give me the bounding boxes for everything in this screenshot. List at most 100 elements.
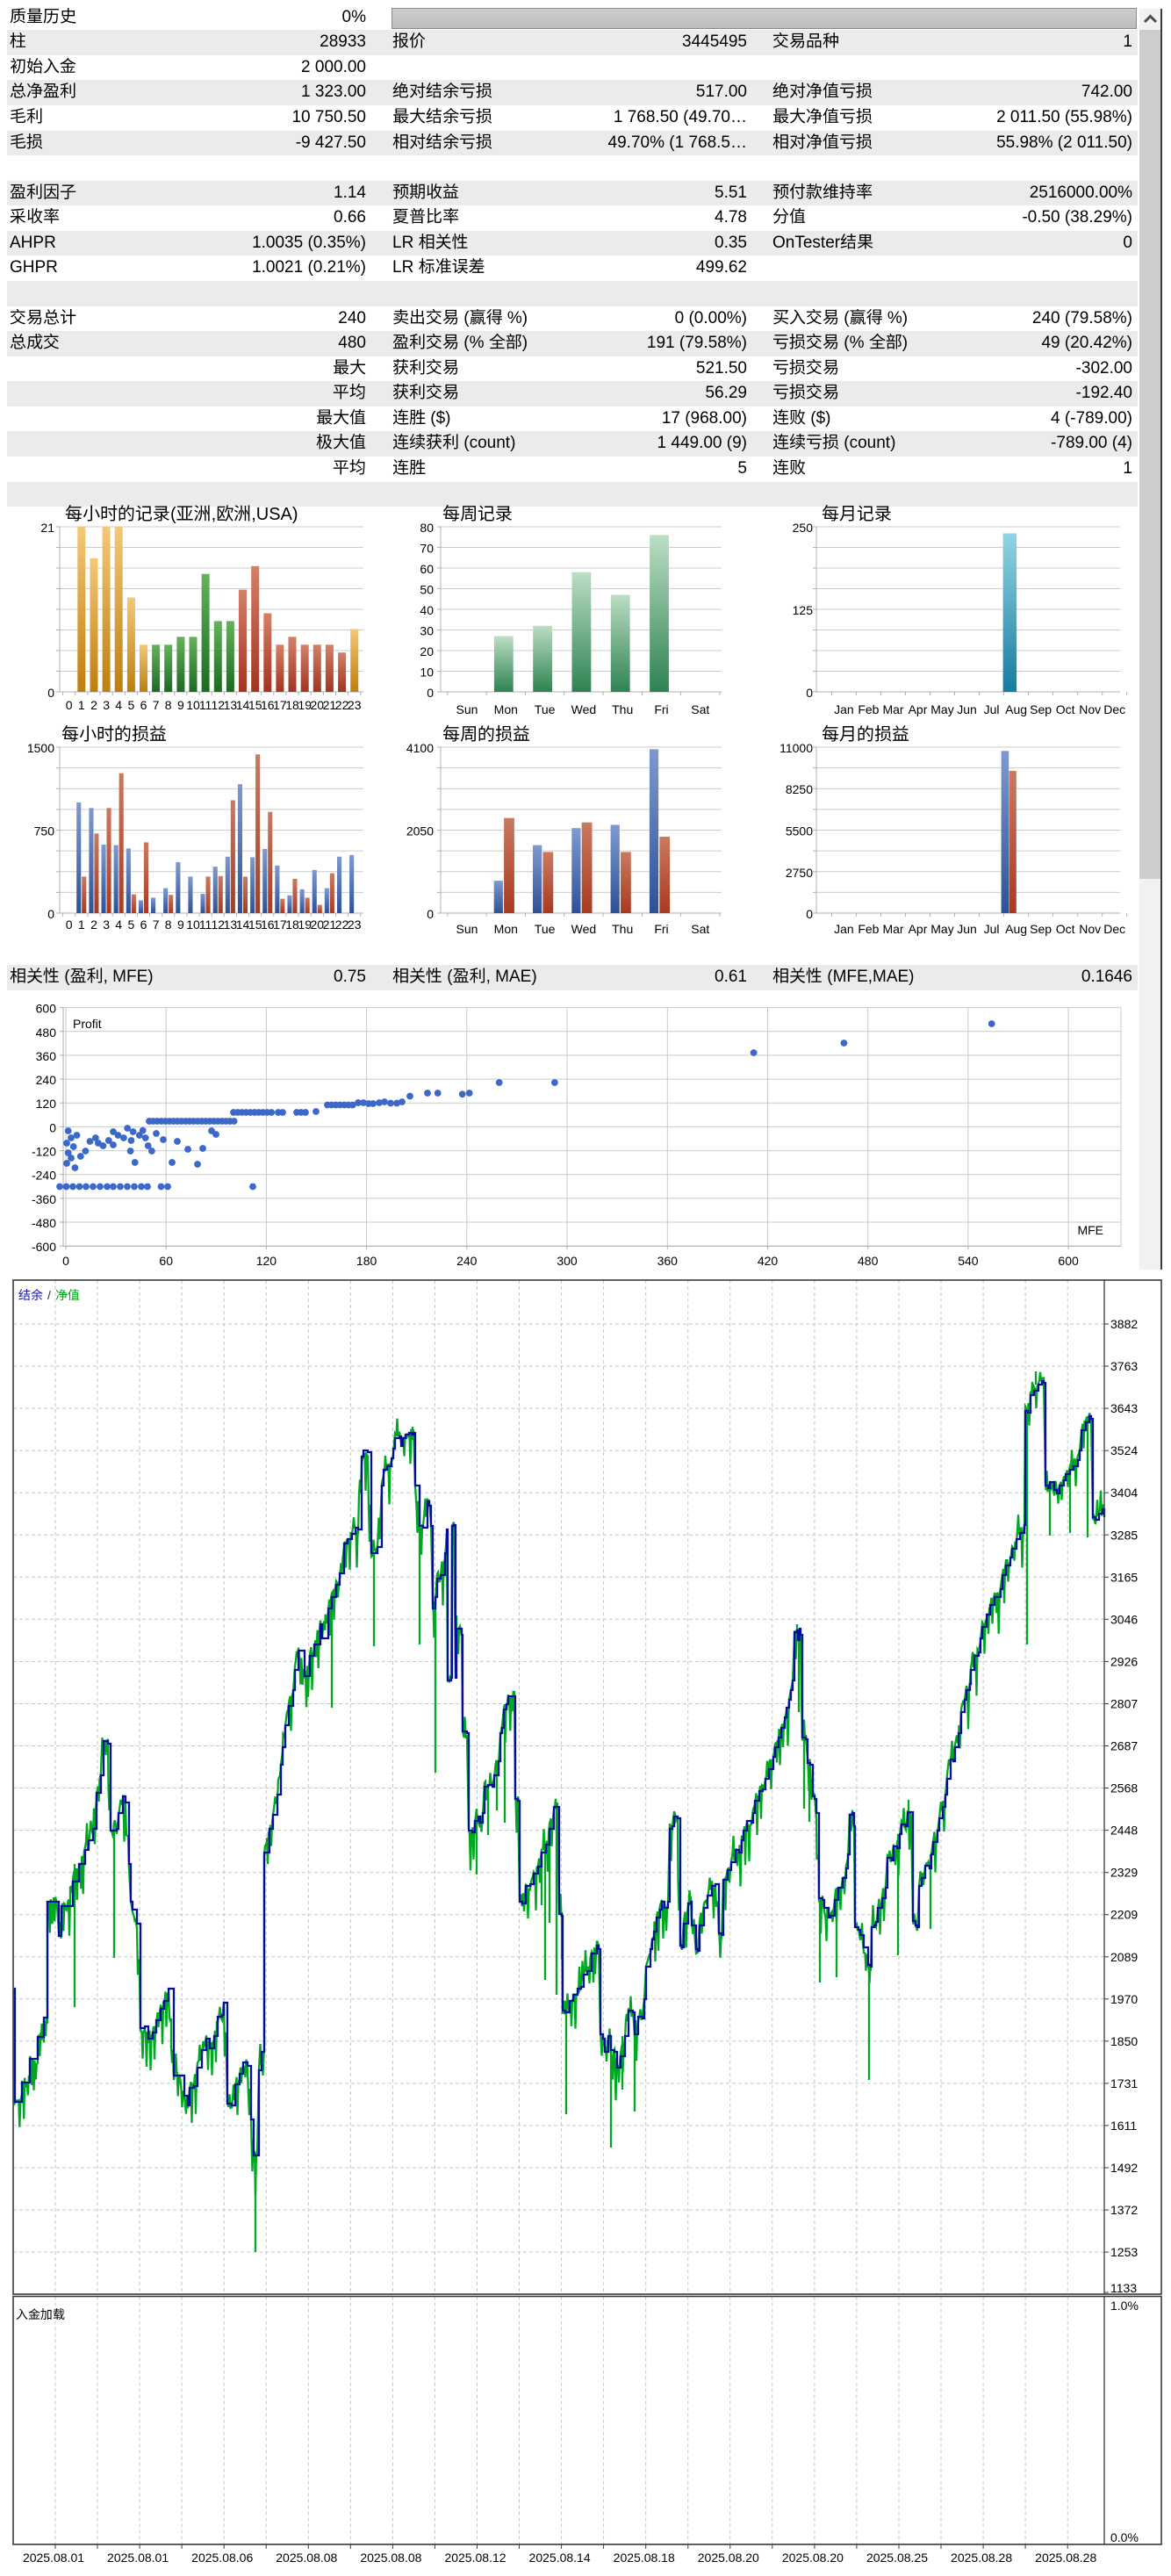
svg-text:7: 7 [153,698,160,712]
svg-text:0.0%: 0.0% [1110,2530,1139,2544]
svg-text:23: 23 [348,917,362,932]
svg-text:2687: 2687 [1110,1739,1138,1753]
svg-text:每小时的记录(亚洲,欧洲,USA): 每小时的记录(亚洲,欧洲,USA) [65,504,298,524]
svg-text:16: 16 [261,698,275,712]
svg-text:11: 11 [199,917,212,932]
svg-text:20: 20 [311,698,325,712]
svg-text:1133: 1133 [1110,2281,1137,2295]
svg-text:4: 4 [115,917,122,932]
svg-text:Thu: Thu [612,922,633,936]
svg-text:Nov: Nov [1079,702,1101,716]
svg-text:20: 20 [420,644,434,658]
svg-text:17: 17 [273,917,287,932]
svg-text:19: 19 [298,698,312,712]
svg-text:-480: -480 [32,1216,56,1230]
svg-text:11: 11 [199,698,212,712]
svg-text:0: 0 [806,907,813,921]
svg-text:2025.08.20: 2025.08.20 [698,2551,759,2565]
svg-text:2025.08.28: 2025.08.28 [951,2551,1012,2565]
svg-text:Aug: Aug [1005,922,1027,936]
svg-text:0: 0 [66,917,73,932]
svg-text:Mon: Mon [494,702,518,716]
svg-text:Tue: Tue [535,922,556,936]
svg-text:-360: -360 [32,1192,56,1206]
svg-text:6: 6 [140,698,147,712]
svg-text:9: 9 [177,698,184,712]
svg-text:4100: 4100 [406,741,434,755]
svg-text:Jul: Jul [984,702,1000,716]
svg-text:14: 14 [236,917,250,932]
svg-text:23: 23 [348,698,362,712]
svg-text:21: 21 [323,917,337,932]
svg-text:1: 1 [78,917,85,932]
svg-text:3524: 3524 [1110,1443,1138,1457]
svg-text:3285: 3285 [1110,1528,1138,1542]
svg-text:3046: 3046 [1110,1612,1138,1626]
svg-text:4: 4 [115,698,122,712]
svg-text:入金加载: 入金加载 [16,2307,65,2321]
svg-text:结余: 结余 [18,1288,44,1302]
svg-text:13: 13 [224,917,238,932]
svg-text:360: 360 [657,1254,679,1268]
svg-text:Sat: Sat [691,922,709,936]
svg-text:80: 80 [420,521,434,535]
svg-text:2025.08.01: 2025.08.01 [107,2551,169,2565]
svg-text:750: 750 [34,824,55,838]
svg-text:10: 10 [420,666,434,680]
svg-text:MFE: MFE [1077,1223,1103,1237]
svg-text:9: 9 [177,917,184,932]
svg-text:1731: 1731 [1110,2076,1138,2090]
svg-text:12: 12 [212,917,226,932]
svg-text:5500: 5500 [786,824,813,838]
svg-text:Jan: Jan [834,702,854,716]
svg-text:2209: 2209 [1110,1908,1138,1922]
svg-text:0: 0 [62,1254,69,1268]
svg-text:0: 0 [427,907,434,921]
svg-text:May: May [930,702,953,716]
svg-text:Apr: Apr [909,922,928,936]
svg-text:8: 8 [165,917,172,932]
svg-text:3: 3 [103,698,110,712]
svg-text:Profit: Profit [73,1017,102,1031]
svg-text:Thu: Thu [612,702,633,716]
svg-text:600: 600 [36,1002,57,1016]
svg-text:70: 70 [420,542,434,556]
svg-text:Mar: Mar [882,702,903,716]
svg-text:Fri: Fri [654,922,668,936]
svg-text:Sun: Sun [456,702,478,716]
svg-text:600: 600 [1058,1254,1079,1268]
svg-text:3165: 3165 [1110,1570,1138,1584]
svg-text:每月的损益: 每月的损益 [822,724,909,745]
svg-text:10: 10 [186,698,200,712]
svg-text:2025.08.20: 2025.08.20 [782,2551,844,2565]
svg-text:2025.08.14: 2025.08.14 [529,2551,591,2565]
svg-text:Jan: Jan [834,922,854,936]
svg-text:120: 120 [36,1097,57,1111]
svg-text:2025.08.28: 2025.08.28 [1035,2551,1096,2565]
svg-text:14: 14 [236,698,250,712]
svg-text:1850: 1850 [1110,2034,1138,2048]
svg-text:Jun: Jun [957,702,977,716]
svg-text:每月记录: 每月记录 [822,504,892,524]
svg-text:120: 120 [256,1254,277,1268]
svg-text:Jul: Jul [984,922,1000,936]
svg-text:Tue: Tue [535,702,556,716]
svg-text:13: 13 [224,698,238,712]
svg-text:Wed: Wed [571,922,597,936]
svg-text:30: 30 [420,624,434,638]
svg-text:3404: 3404 [1110,1486,1138,1500]
svg-text:2025.08.12: 2025.08.12 [444,2551,506,2565]
svg-text:0: 0 [49,1120,56,1134]
svg-text:6: 6 [140,917,147,932]
svg-text:15: 15 [248,917,262,932]
svg-text:5: 5 [128,698,135,712]
svg-text:2089: 2089 [1110,1950,1138,1964]
svg-text:21: 21 [40,521,54,535]
svg-text:2807: 2807 [1110,1696,1138,1710]
svg-text:60: 60 [159,1254,173,1268]
svg-text:300: 300 [557,1254,578,1268]
svg-text:Oct: Oct [1056,702,1075,716]
svg-text:20: 20 [311,917,325,932]
svg-text:19: 19 [298,917,312,932]
svg-text:2025.08.25: 2025.08.25 [866,2551,928,2565]
